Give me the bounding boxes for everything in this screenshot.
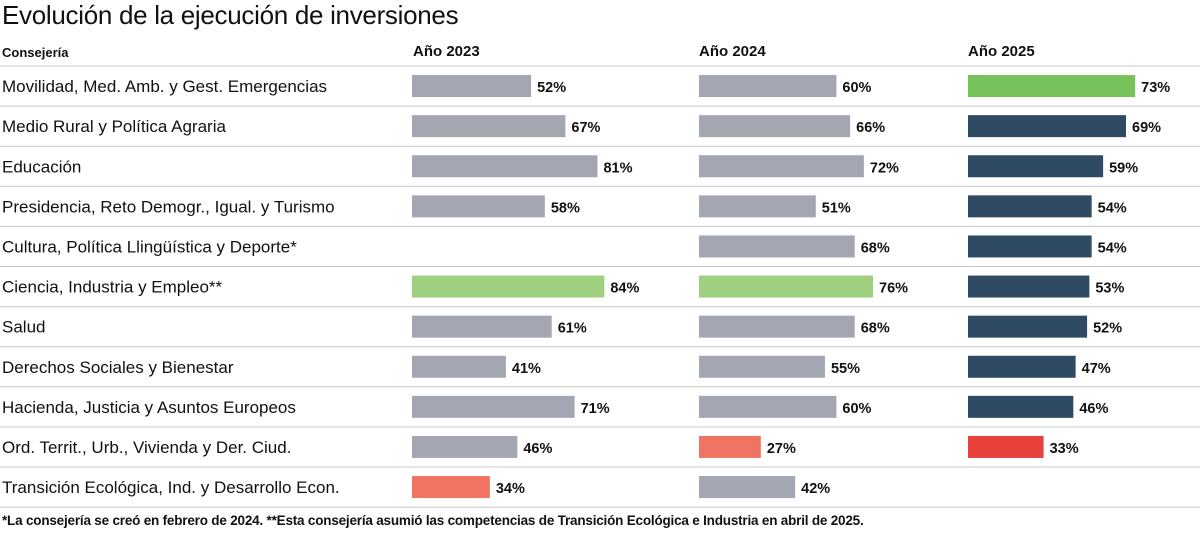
data-label: 54% xyxy=(1098,240,1127,256)
bar xyxy=(699,275,874,298)
data-label: 27% xyxy=(767,441,796,457)
bar xyxy=(412,155,598,178)
data-label: 59% xyxy=(1109,160,1138,176)
data-label: 81% xyxy=(603,160,632,176)
row-label: Hacienda, Justicia y Asuntos Europeos xyxy=(2,398,296,417)
bar xyxy=(968,395,1074,418)
data-label: 53% xyxy=(1095,281,1124,297)
bar xyxy=(412,476,490,499)
data-label: 46% xyxy=(523,441,552,457)
row-label: Movilidad, Med. Amb. y Gest. Emergencias xyxy=(2,77,327,96)
row-label: Cultura, Política Llingüística y Deporte… xyxy=(2,237,297,256)
bar xyxy=(968,235,1092,258)
chart-title: Evolución de la ejecución de inversiones xyxy=(2,0,459,30)
data-label: 76% xyxy=(879,281,908,297)
bar xyxy=(412,115,566,138)
row-label: Salud xyxy=(2,318,45,337)
bar xyxy=(699,115,851,138)
bar xyxy=(699,395,837,418)
row-label: Educación xyxy=(2,157,81,176)
data-label: 72% xyxy=(870,160,899,176)
bar xyxy=(412,195,545,218)
bar xyxy=(412,435,518,458)
bar xyxy=(968,355,1076,378)
bar xyxy=(412,275,605,298)
bar xyxy=(699,195,816,218)
data-label: 68% xyxy=(861,240,890,256)
data-label: 60% xyxy=(842,401,871,417)
bar xyxy=(699,155,864,178)
bar xyxy=(968,195,1092,218)
data-label: 71% xyxy=(581,401,610,417)
data-label: 47% xyxy=(1082,361,1111,377)
series-header-2024: Año 2024 xyxy=(699,43,766,60)
bar xyxy=(699,315,855,338)
data-label: 55% xyxy=(831,361,860,377)
row-label: Presidencia, Reto Demogr., Igual. y Turi… xyxy=(2,197,335,216)
bar xyxy=(968,115,1127,138)
data-label: 69% xyxy=(1132,120,1161,136)
data-label: 61% xyxy=(558,321,587,337)
bar xyxy=(412,395,575,418)
data-label: 52% xyxy=(1093,321,1122,337)
row-label: Derechos Sociales y Bienestar xyxy=(2,358,234,377)
data-label: 51% xyxy=(822,200,851,216)
data-label: 60% xyxy=(842,80,871,96)
bar xyxy=(412,75,532,98)
row-header: Consejería xyxy=(2,45,69,60)
bar xyxy=(968,435,1044,458)
footnote: *La consejería se creó en febrero de 202… xyxy=(2,513,864,528)
bar xyxy=(699,476,796,499)
data-label: 68% xyxy=(861,321,890,337)
data-label: 67% xyxy=(571,120,600,136)
bar xyxy=(699,435,761,458)
data-label: 54% xyxy=(1098,200,1127,216)
data-label: 41% xyxy=(512,361,541,377)
data-label: 52% xyxy=(537,80,566,96)
data-label: 34% xyxy=(496,481,525,497)
series-header-2023: Año 2023 xyxy=(413,43,480,60)
bar xyxy=(968,155,1104,178)
bar xyxy=(968,315,1088,338)
bar xyxy=(699,355,825,378)
row-label: Transición Ecológica, Ind. y Desarrollo … xyxy=(2,478,340,497)
row-label: Ciencia, Industria y Empleo** xyxy=(2,278,223,297)
bar xyxy=(412,355,506,378)
data-label: 58% xyxy=(551,200,580,216)
bar xyxy=(412,315,552,338)
bar xyxy=(699,235,855,258)
series-header-2025: Año 2025 xyxy=(968,43,1035,60)
data-label: 66% xyxy=(856,120,885,136)
bar xyxy=(968,275,1090,298)
data-label: 42% xyxy=(801,481,830,497)
data-label: 33% xyxy=(1050,441,1079,457)
row-label: Medio Rural y Política Agraria xyxy=(2,117,226,136)
data-label: 84% xyxy=(610,281,639,297)
data-label: 46% xyxy=(1079,401,1108,417)
bar xyxy=(699,75,837,98)
data-label: 73% xyxy=(1141,80,1170,96)
bar xyxy=(968,75,1136,98)
row-label: Ord. Territ., Urb., Vivienda y Der. Ciud… xyxy=(2,438,291,457)
